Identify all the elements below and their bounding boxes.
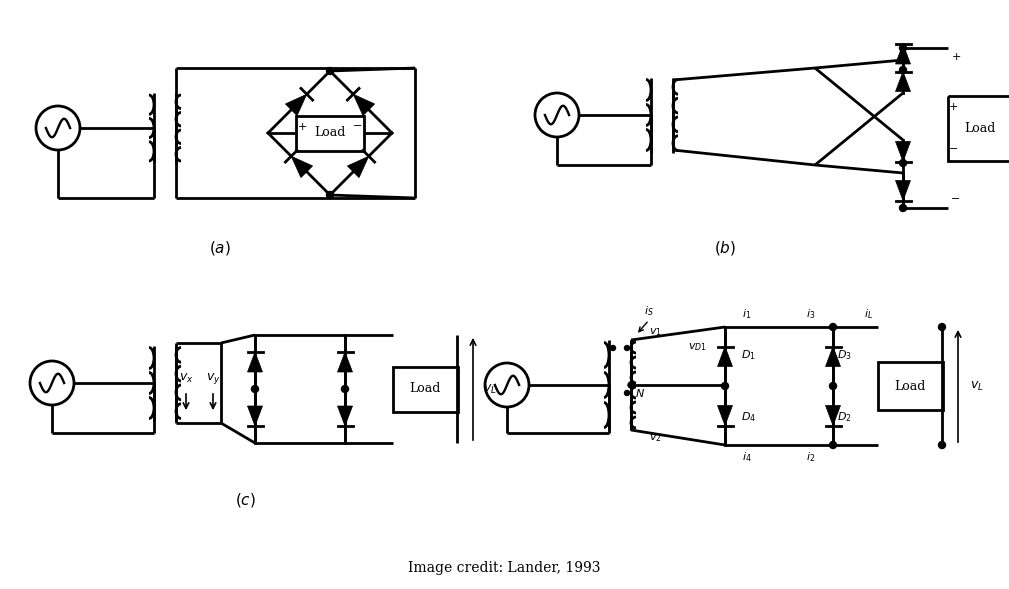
Text: $v_L$: $v_L$	[970, 379, 984, 392]
Polygon shape	[337, 352, 352, 372]
Polygon shape	[286, 94, 307, 115]
Polygon shape	[896, 141, 910, 161]
Circle shape	[938, 442, 945, 448]
Text: $i_1$: $i_1$	[743, 307, 752, 321]
Text: $D_1$: $D_1$	[741, 348, 756, 362]
Text: −: −	[353, 121, 362, 131]
Text: $N$: $N$	[635, 387, 645, 399]
Text: $D_2$: $D_2$	[837, 410, 852, 424]
Circle shape	[625, 346, 630, 350]
Text: $i_3$: $i_3$	[806, 307, 815, 321]
Text: $i_S$: $i_S$	[644, 304, 654, 318]
Text: +: +	[298, 121, 307, 131]
Circle shape	[899, 204, 906, 211]
Polygon shape	[896, 44, 910, 64]
Circle shape	[341, 385, 348, 392]
Text: Load: Load	[894, 379, 925, 392]
Polygon shape	[353, 94, 374, 115]
Text: Load: Load	[315, 127, 346, 140]
Bar	[878, 362, 942, 410]
Text: $v_{D1}$: $v_{D1}$	[688, 341, 707, 353]
Polygon shape	[337, 406, 352, 426]
Polygon shape	[347, 156, 368, 178]
Text: $v_x$: $v_x$	[179, 372, 194, 385]
Text: Load: Load	[965, 121, 996, 134]
Circle shape	[721, 382, 728, 389]
Polygon shape	[247, 352, 262, 372]
Polygon shape	[292, 156, 313, 178]
Text: $v_L$: $v_L$	[483, 382, 496, 396]
Polygon shape	[717, 346, 733, 366]
Circle shape	[899, 67, 906, 74]
Circle shape	[610, 346, 615, 350]
Circle shape	[327, 68, 334, 74]
Polygon shape	[825, 346, 840, 366]
Text: $(c)$: $(c)$	[234, 491, 255, 509]
Circle shape	[251, 385, 258, 392]
Text: −: −	[948, 144, 959, 154]
Text: $i_L$: $i_L$	[864, 307, 873, 321]
Circle shape	[327, 191, 334, 198]
Text: $(b)$: $(b)$	[714, 239, 737, 257]
Text: $v_y$: $v_y$	[206, 370, 220, 385]
Circle shape	[938, 323, 945, 330]
Polygon shape	[717, 405, 733, 425]
Circle shape	[899, 160, 906, 167]
Text: $D_3$: $D_3$	[837, 348, 852, 362]
Polygon shape	[896, 71, 910, 91]
Text: $v_2$: $v_2$	[649, 432, 662, 444]
Circle shape	[628, 382, 634, 388]
Bar	[296, 115, 364, 151]
Circle shape	[829, 323, 836, 330]
Polygon shape	[896, 180, 910, 200]
Circle shape	[829, 442, 836, 448]
Text: $v_1$: $v_1$	[649, 326, 662, 338]
Polygon shape	[247, 406, 262, 426]
Polygon shape	[825, 405, 840, 425]
Circle shape	[899, 45, 906, 51]
Text: +: +	[948, 101, 959, 111]
Text: $i_4$: $i_4$	[743, 450, 752, 464]
Text: Image credit: Lander, 1993: Image credit: Lander, 1993	[408, 561, 600, 575]
Circle shape	[829, 382, 836, 389]
Text: $(a)$: $(a)$	[209, 239, 231, 257]
Text: +: +	[951, 52, 961, 62]
Bar	[947, 95, 1009, 160]
Text: $D_4$: $D_4$	[741, 410, 756, 424]
Text: $i_2$: $i_2$	[806, 450, 815, 464]
Bar	[393, 366, 457, 412]
Text: Load: Load	[410, 382, 441, 395]
Circle shape	[625, 391, 630, 395]
Text: −: −	[951, 194, 961, 204]
